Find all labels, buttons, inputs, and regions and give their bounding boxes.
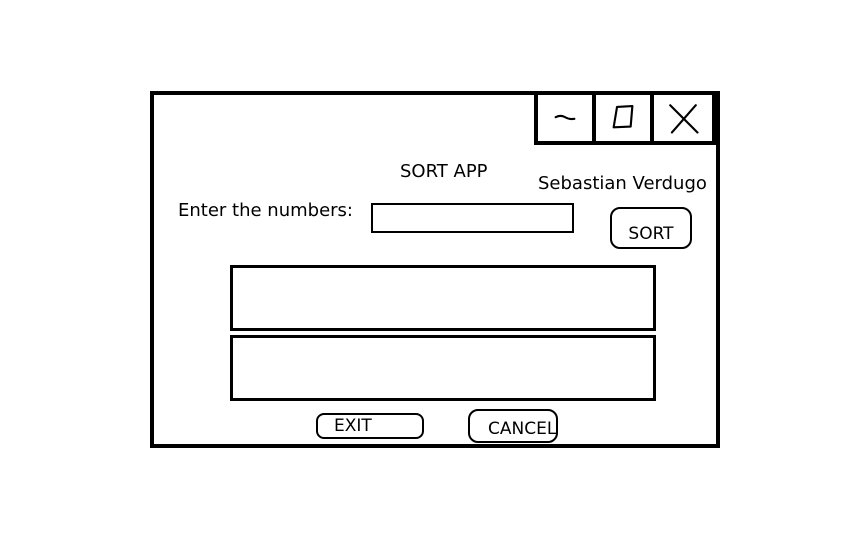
numbers-label: Enter the numbers: [178,200,353,221]
maximize-button[interactable] [592,91,654,145]
sort-button[interactable]: SORT [610,207,692,249]
minimize-button[interactable] [534,91,596,145]
maximize-icon [612,105,634,129]
output-box-2 [230,335,656,401]
close-icon [669,104,699,134]
numbers-input[interactable] [371,203,574,233]
minimize-icon [554,114,576,121]
close-button[interactable] [650,91,716,145]
output-box-1 [230,265,656,331]
cancel-button[interactable]: CANCEL [468,409,558,443]
sort-app-window: SORT APP Sebastian Verdugo Enter the num… [150,91,720,448]
app-title: SORT APP [400,161,488,182]
author-name: Sebastian Verdugo [538,173,707,194]
exit-button[interactable]: EXIT [316,413,424,439]
